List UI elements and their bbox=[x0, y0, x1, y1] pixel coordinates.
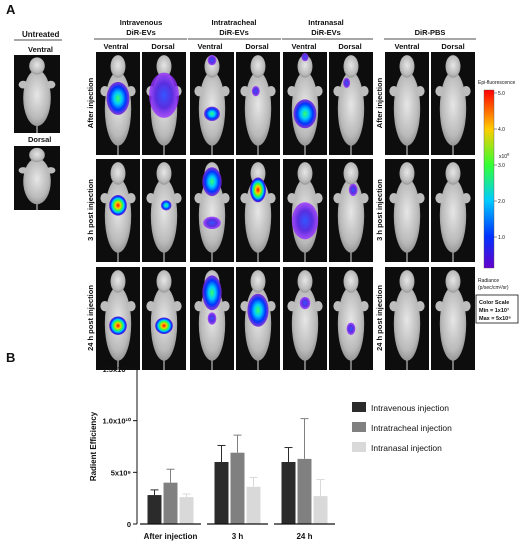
colorbar-tick-label: 5.0 bbox=[498, 91, 505, 97]
bar bbox=[281, 462, 296, 524]
mouse-image-r2-c5 bbox=[283, 159, 327, 262]
mouse-image-r1-c8 bbox=[431, 52, 475, 155]
mouse-image-r1-c5 bbox=[283, 52, 327, 155]
col-intranasal-dorsal: Dorsal bbox=[338, 42, 361, 51]
bar bbox=[163, 482, 178, 524]
untreated-dorsal-label: Dorsal bbox=[28, 135, 51, 144]
legend-swatch bbox=[352, 422, 366, 432]
col-pbs-dorsal: Dorsal bbox=[441, 42, 464, 51]
untreated-dorsal-image bbox=[14, 146, 60, 210]
bar bbox=[230, 452, 245, 524]
bar bbox=[179, 497, 194, 524]
bar bbox=[214, 462, 229, 524]
group-intratracheal-line2: DiR-EVs bbox=[219, 28, 249, 37]
legend-swatch bbox=[352, 442, 366, 452]
row-label-3h-pbs: 3 h post injection bbox=[375, 179, 384, 241]
color-scale-max: Max = 5x10⁸ bbox=[479, 316, 511, 322]
group-intravenous-line1: Intravenous bbox=[120, 18, 163, 27]
mouse-image-r1-c2 bbox=[142, 52, 186, 155]
group-dir-pbs: DiR-PBS bbox=[415, 28, 446, 37]
mouse-image-r2-c8 bbox=[431, 159, 475, 262]
colorbar-tick-label: 3.0 bbox=[498, 163, 505, 169]
col-intranasal-ventral: Ventral bbox=[291, 42, 316, 51]
mouse-image-grid bbox=[14, 52, 475, 370]
bar bbox=[147, 495, 162, 524]
colorbar-tick-label: 4.0 bbox=[498, 127, 505, 133]
mouse-image-r1-c7 bbox=[385, 52, 429, 155]
row-label-3h: 3 h post injection bbox=[86, 179, 95, 241]
mouse-image-r2-c7 bbox=[385, 159, 429, 262]
x-tick-label: After injection bbox=[144, 532, 198, 541]
y-tick-label: 5x10⁹ bbox=[111, 468, 132, 477]
chart-legend: Intravenous injection Intratracheal injec… bbox=[352, 402, 452, 453]
mouse-image-r3-c5 bbox=[283, 267, 327, 370]
colorbar-unit-line2: (p/sec/cm²/sr) bbox=[478, 285, 509, 291]
mouse-image-r2-c3 bbox=[190, 159, 234, 262]
untreated-ventral-image bbox=[14, 55, 60, 133]
y-axis-label: Radient Efficiency bbox=[89, 411, 98, 481]
y-tick-label: 1.5x10¹⁰ bbox=[103, 365, 132, 374]
colorbar-ticks: 5.0 4.0 3.0 2.0 1.0 bbox=[494, 91, 505, 241]
mouse-image-r1-c6 bbox=[329, 52, 373, 155]
row-label-after-injection-pbs: After injection bbox=[375, 77, 384, 128]
mouse-image-r3-c4 bbox=[236, 267, 280, 370]
mouse-image-r3-c2 bbox=[142, 267, 186, 370]
bar-chart: 0 5x10⁹ 1.0x10¹⁰ 1.5x10¹⁰ Radient Efficiency… bbox=[89, 365, 335, 541]
mouse-image-r2-c1 bbox=[96, 159, 140, 262]
col-intratracheal-ventral: Ventral bbox=[197, 42, 222, 51]
colorbar-exponent: x108 bbox=[499, 152, 510, 161]
mouse-image-r1-c4 bbox=[236, 52, 280, 155]
group-intratracheal-line1: Intratracheal bbox=[211, 18, 256, 27]
mouse-image-r3-c3 bbox=[190, 267, 234, 370]
mouse-image-r1-c1 bbox=[96, 52, 140, 155]
panel-a-label: A bbox=[6, 2, 16, 17]
col-intravenous-ventral: Ventral bbox=[103, 42, 128, 51]
mouse-image-r2-c6 bbox=[329, 159, 373, 262]
color-scale-title: Color Scale bbox=[479, 300, 509, 306]
panel-b-label: B bbox=[6, 350, 15, 365]
mouse-image-r2-c4 bbox=[236, 159, 280, 262]
group-intranasal-line1: Intranasal bbox=[308, 18, 343, 27]
colorbar-unit-line1: Radiance bbox=[478, 278, 499, 284]
colorbar-tick-label: 1.0 bbox=[498, 235, 505, 241]
row-label-24h-pbs: 24 h post injection bbox=[375, 285, 384, 351]
mouse-image-r2-c2 bbox=[142, 159, 186, 262]
col-pbs-ventral: Ventral bbox=[394, 42, 419, 51]
row-label-24h: 24 h post injection bbox=[86, 285, 95, 351]
group-intranasal-line2: DiR-EVs bbox=[311, 28, 341, 37]
group-intravenous-line2: DiR-EVs bbox=[126, 28, 156, 37]
x-tick-label: 24 h bbox=[296, 532, 312, 541]
y-tick-label: 0 bbox=[127, 520, 131, 529]
col-intravenous-dorsal: Dorsal bbox=[151, 42, 174, 51]
bar bbox=[313, 496, 328, 524]
col-intratracheal-dorsal: Dorsal bbox=[245, 42, 268, 51]
colorbar-tick-label: 2.0 bbox=[498, 199, 505, 205]
mouse-image-r3-c8 bbox=[431, 267, 475, 370]
legend-label: Intratracheal injection bbox=[371, 423, 452, 433]
colorbar-title: Epi-fluorescence bbox=[478, 80, 515, 86]
x-tick-label: 3 h bbox=[232, 532, 244, 541]
color-scale-min: Min = 1x10⁷ bbox=[479, 308, 510, 314]
legend-label: Intranasal injection bbox=[371, 443, 442, 453]
mouse-image-r3-c6 bbox=[329, 267, 373, 370]
bar bbox=[297, 458, 312, 524]
legend-swatch bbox=[352, 402, 366, 412]
row-label-after-injection: After injection bbox=[86, 77, 95, 128]
y-tick-label: 1.0x10¹⁰ bbox=[103, 417, 132, 426]
bar bbox=[246, 486, 261, 524]
mouse-image-r1-c3 bbox=[190, 52, 234, 155]
untreated-ventral-label: Ventral bbox=[28, 45, 53, 54]
untreated-title: Untreated bbox=[22, 30, 59, 39]
legend-label: Intravenous injection bbox=[371, 403, 449, 413]
colorbar bbox=[483, 89, 495, 269]
color-scale-box bbox=[475, 294, 519, 324]
mouse-image-r3-c7 bbox=[385, 267, 429, 370]
mouse-image-r3-c1 bbox=[96, 267, 140, 370]
